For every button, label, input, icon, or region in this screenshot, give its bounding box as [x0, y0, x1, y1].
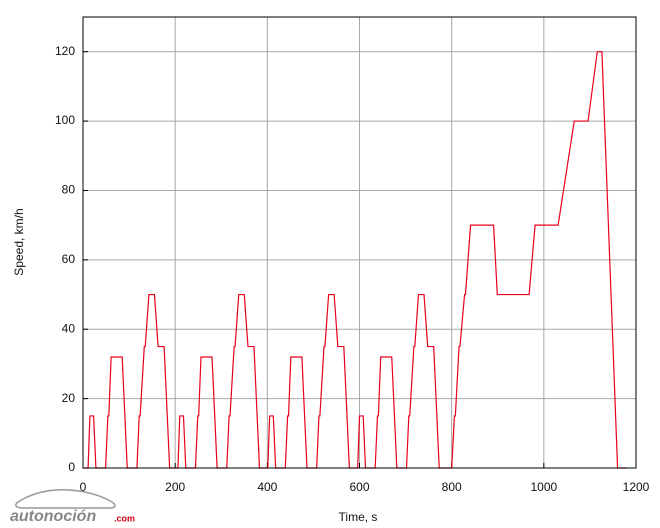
y-tick-label: 20	[62, 391, 76, 405]
logo-suffix: .com	[114, 513, 135, 523]
y-tick-label: 60	[62, 252, 76, 266]
x-tick-label: 0	[80, 480, 87, 494]
plot-frame	[82, 16, 637, 469]
y-tick-label: 100	[55, 113, 75, 127]
x-axis-label: Time, s	[339, 510, 378, 524]
y-tick-label: 40	[62, 321, 76, 335]
x-tick-label: 400	[257, 480, 277, 494]
y-tick-label: 80	[62, 183, 76, 197]
y-tick-label: 0	[68, 460, 75, 474]
logo: autonoción .com	[10, 489, 135, 525]
y-tick-label: 120	[55, 44, 75, 58]
logo-text: autonoción	[10, 508, 96, 525]
y-axis-label: Speed, km/h	[12, 208, 26, 275]
logo-car	[15, 489, 116, 509]
speed-line	[83, 51, 627, 469]
x-tick-label: 200	[165, 480, 185, 494]
data	[83, 51, 627, 469]
x-tick-label: 600	[349, 480, 369, 494]
x-tick-label: 1200	[623, 480, 650, 494]
x-tick-label: 1000	[530, 480, 557, 494]
x-tick-label: 800	[442, 480, 462, 494]
